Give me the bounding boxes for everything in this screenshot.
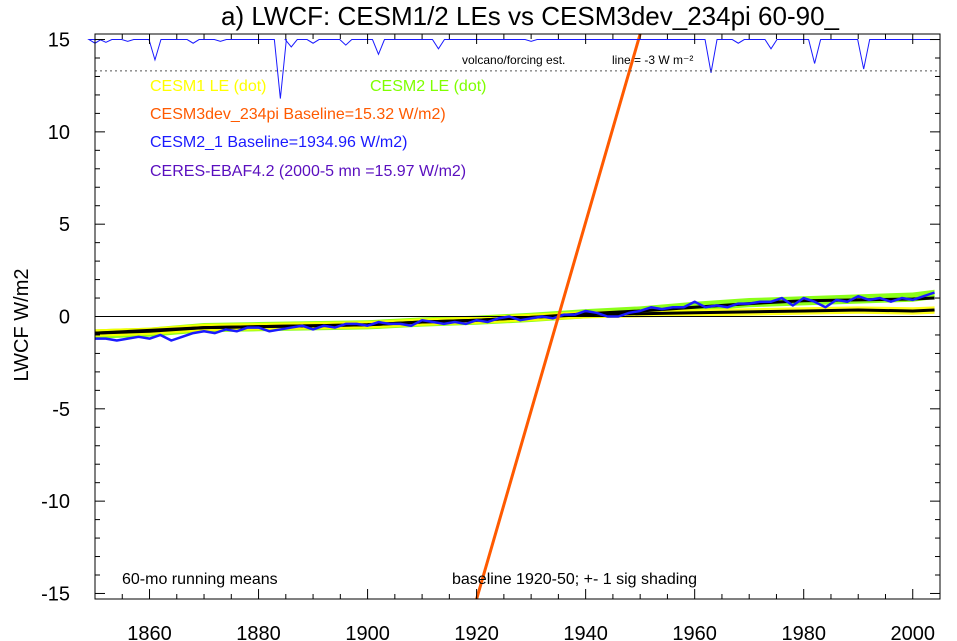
band-cesm1-le-dot <box>95 306 935 337</box>
legend-cesm2-1: CESM2_1 Baseline=1934.96 W/m2) <box>150 134 407 151</box>
y-axis-label: LWCF W/m2 <box>11 269 33 382</box>
y-tick-label: -15 <box>41 583 70 605</box>
x-tick-label: 2000 <box>890 623 935 641</box>
series-cesm3dev-234pi-baseline-15-32-w-m2 <box>475 34 642 599</box>
legend: CESM1 LE (dot) CESM2 LE (dot) CESM3dev_2… <box>150 78 486 180</box>
y-tick-label: 15 <box>48 30 70 52</box>
x-tick-label: 1980 <box>781 623 826 641</box>
note-running-means: 60-mo running means <box>122 571 278 588</box>
axis-ticks: 1860 1880 1900 1920 1940 1960 1980 2000 15 10 5 0 -5… <box>41 30 941 641</box>
legend-ceres: CERES-EBAF4.2 (2000-5 mn =15.97 W/m2) <box>150 163 466 180</box>
series-cesm2-1-baseline-1934-96-w-m2 <box>95 291 935 342</box>
x-tick-label: 1860 <box>127 623 172 641</box>
series-lines <box>95 34 940 599</box>
x-tick-label: 1960 <box>672 623 717 641</box>
volcano-line-label: line = -3 W m⁻² <box>612 53 693 67</box>
y-tick-label: 10 <box>48 122 70 144</box>
y-tick-label: 0 <box>59 307 70 329</box>
plot-area: 1860 1880 1900 1920 1940 1960 1980 2000 15 10 5 0 -5… <box>41 30 941 641</box>
y-tick-label: 5 <box>59 214 70 236</box>
x-tick-label: 1920 <box>454 623 499 641</box>
y-tick-label: -10 <box>41 491 70 513</box>
x-tick-label: 1880 <box>236 623 281 641</box>
legend-cesm2-le: CESM2 LE (dot) <box>370 78 486 95</box>
y-tick-label: -5 <box>52 399 70 421</box>
x-tick-label: 1900 <box>345 623 390 641</box>
legend-cesm3dev: CESM3dev_234pi Baseline=15.32 W/m2) <box>150 106 446 123</box>
x-tick-label: 1940 <box>563 623 608 641</box>
volcano-label: volcano/forcing est. <box>462 53 565 67</box>
legend-cesm1-le: CESM1 LE (dot) <box>150 78 266 95</box>
volcano-forcing-line <box>87 39 940 99</box>
chart-title: a) LWCF: CESM1/2 LEs vs CESM3dev_234pi 6… <box>221 1 840 31</box>
volcano-trace <box>87 39 940 99</box>
note-baseline: baseline 1920-50; +- 1 sig shading <box>452 571 697 588</box>
